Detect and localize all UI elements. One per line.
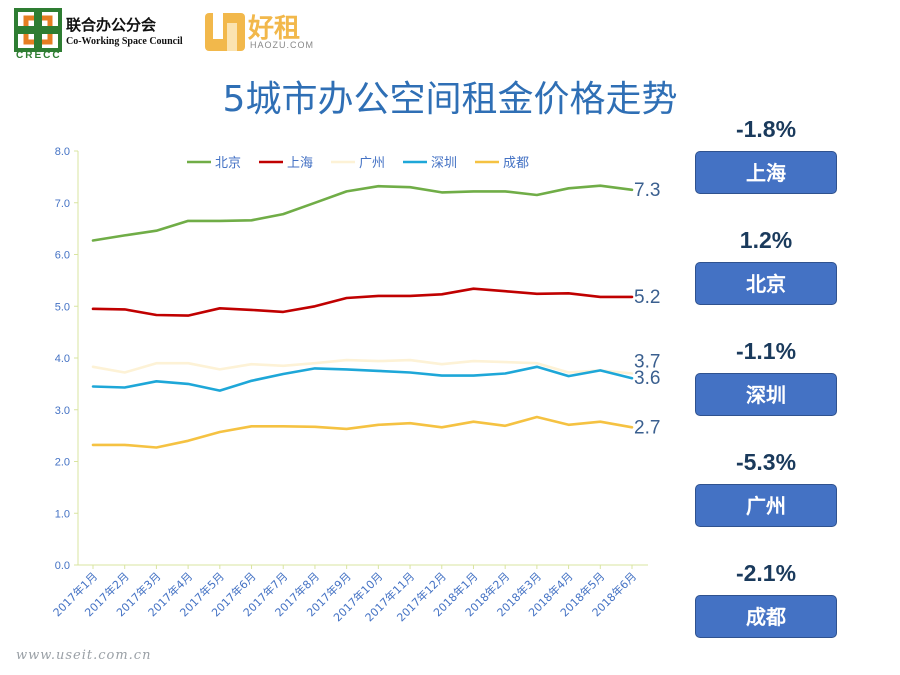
end-value-label: 3.6 [634, 368, 660, 389]
brand-name-en: HAOZU.COM [250, 40, 314, 50]
crecc-logo-icon [14, 8, 62, 52]
stat-pct-guangzhou: -5.3% [735, 449, 797, 475]
legend-label: 上海 [287, 156, 313, 171]
city-button-chengdu[interactable]: 成都 [695, 595, 837, 638]
end-value-label: 7.3 [634, 180, 660, 201]
org-name-en: Co-Working Space Council [66, 36, 183, 47]
org-name-cn: 联合办公分会 [66, 16, 157, 34]
series-line [91, 358, 634, 375]
stat-pct-shanghai: -1.8% [735, 116, 797, 142]
y-tick-label: 7.0 [55, 198, 70, 210]
y-tick-label: 8.0 [55, 146, 70, 158]
page-title: 5城市办公空间租金价格走势 [222, 79, 678, 120]
stat-pct-shenzhen: -1.1% [735, 338, 797, 364]
stat-pct-beijing: 1.2% [739, 227, 793, 253]
y-tick-label: 1.0 [55, 508, 70, 520]
legend-label: 成都 [503, 156, 529, 171]
series-line [91, 415, 634, 449]
watermark: www.useit.com.cn [16, 648, 152, 663]
city-button-beijing[interactable]: 北京 [695, 262, 837, 305]
legend-label: 广州 [359, 156, 385, 171]
stat-pct-chengdu: -2.1% [735, 560, 797, 586]
y-tick-label: 6.0 [55, 250, 70, 262]
city-button-shanghai[interactable]: 上海 [695, 151, 837, 194]
brand-name-cn: 好租 [248, 14, 301, 44]
y-tick-label: 2.0 [55, 457, 70, 469]
city-button-shenzhen[interactable]: 深圳 [695, 373, 837, 416]
line-chart: 0.01.02.03.04.05.06.07.08.02017年1月2017年2… [50, 146, 661, 624]
end-value-label: 3.7 [634, 352, 660, 373]
y-tick-label: 4.0 [55, 353, 70, 365]
y-tick-label: 0.0 [55, 560, 70, 572]
city-button-guangzhou[interactable]: 广州 [695, 484, 837, 527]
legend-label: 北京 [215, 156, 241, 171]
end-value-label: 2.7 [634, 417, 660, 438]
org-abbr: CRECC [16, 50, 62, 61]
haozu-logo-icon [205, 9, 245, 51]
legend-label: 深圳 [431, 156, 457, 171]
series-line [91, 184, 634, 242]
series-line [91, 287, 634, 317]
end-value-label: 5.2 [634, 287, 660, 308]
series-line [91, 365, 634, 392]
y-tick-label: 5.0 [55, 301, 70, 313]
y-tick-label: 3.0 [55, 405, 70, 417]
